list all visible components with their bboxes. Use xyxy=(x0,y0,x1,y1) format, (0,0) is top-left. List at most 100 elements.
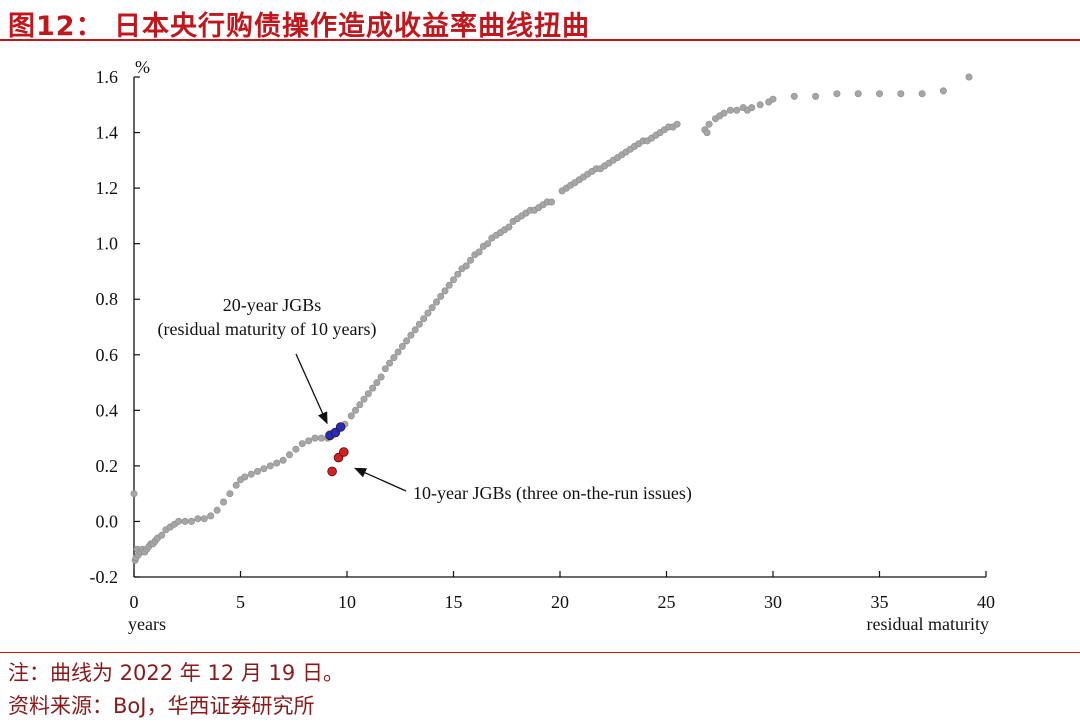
curve-point xyxy=(733,106,741,114)
footer-rule xyxy=(0,652,1080,653)
curve-point xyxy=(812,92,820,100)
y-tick-label: 1.0 xyxy=(96,234,119,254)
curve-series xyxy=(130,73,973,564)
y-tick-label: 0.8 xyxy=(96,289,119,309)
x-axis-label-right: residual maturity xyxy=(867,614,989,634)
curve-point xyxy=(305,437,313,445)
y-tick-label: 0.2 xyxy=(96,456,119,476)
curve-point xyxy=(939,87,947,95)
chart-ticks: -0.2 0.0 0.2 0.4 0.6 0.8 1.0 1.2 1.4 1.6 0 5 10 15 20 2… xyxy=(90,67,996,612)
x-tick-label: 25 xyxy=(658,592,676,612)
curve-point xyxy=(748,104,756,112)
curve-point xyxy=(441,287,449,295)
curve-point xyxy=(769,95,777,103)
curve-point xyxy=(420,315,428,323)
x-axis-label-left: years xyxy=(128,614,166,634)
curve-point xyxy=(437,292,445,300)
curve-point xyxy=(369,384,377,392)
curve-point xyxy=(226,490,234,498)
curve-point xyxy=(411,326,419,334)
y-tick-label: 0.4 xyxy=(96,400,119,420)
curve-point xyxy=(390,354,398,362)
curve-point xyxy=(285,451,293,459)
curve-point xyxy=(158,531,166,539)
y-tick-label: -0.2 xyxy=(90,567,119,587)
curve-point xyxy=(254,467,262,475)
curve-point xyxy=(756,101,764,109)
twenty-year-point xyxy=(335,422,346,432)
curve-point xyxy=(220,498,228,506)
curve-point xyxy=(298,440,306,448)
curve-point xyxy=(407,331,415,339)
figure-title: 图12： 日本央行购债操作造成收益率曲线扭曲 xyxy=(8,11,590,42)
curve-point xyxy=(356,401,364,409)
ten-year-point xyxy=(327,466,337,477)
curve-point xyxy=(462,262,470,270)
y-tick-label: 1.4 xyxy=(96,123,119,143)
y-tick-label: 1.2 xyxy=(96,178,119,198)
curve-point xyxy=(505,223,513,231)
curve-point xyxy=(449,276,457,284)
x-tick-label: 30 xyxy=(764,592,782,612)
curve-point xyxy=(377,373,385,381)
curve-point xyxy=(232,481,240,489)
x-tick-label: 40 xyxy=(977,592,995,612)
curve-point xyxy=(279,456,287,464)
curve-point xyxy=(360,395,368,403)
curve-point xyxy=(373,379,381,387)
curve-point xyxy=(247,470,255,478)
curve-point xyxy=(241,473,249,481)
y-axis-unit-label: % xyxy=(135,57,150,77)
curve-point xyxy=(200,515,208,523)
curve-point xyxy=(213,506,221,514)
chart-annotations: 20-year JGBs (residual maturity of 10 yea… xyxy=(158,295,692,504)
curve-point xyxy=(790,92,798,100)
ten-year-series xyxy=(327,447,349,477)
ten-year-point xyxy=(338,447,349,457)
figure-source: 资料来源：BoJ，华西证券研究所 xyxy=(8,694,315,718)
curve-point xyxy=(424,309,432,317)
curve-point xyxy=(875,90,883,98)
curve-point xyxy=(207,512,215,520)
twenty-year-series xyxy=(325,422,346,441)
curve-point xyxy=(673,120,681,128)
annotation-10y-arrow xyxy=(354,467,407,492)
curve-point xyxy=(454,270,462,278)
curve-point xyxy=(175,517,183,525)
curve-point xyxy=(854,90,862,98)
curve-point xyxy=(292,445,300,453)
annotation-20y-line2: (residual maturity of 10 years) xyxy=(158,319,377,340)
curve-point xyxy=(475,248,483,256)
x-tick-label: 5 xyxy=(236,592,245,612)
y-tick-label: 1.6 xyxy=(96,67,119,87)
y-tick-label: 0.6 xyxy=(96,345,119,365)
curve-point xyxy=(918,90,926,98)
curve-point xyxy=(428,304,436,312)
curve-point xyxy=(547,198,555,206)
annotation-20y-arrow xyxy=(295,353,328,425)
curve-point xyxy=(394,348,402,356)
x-tick-label: 15 xyxy=(445,592,463,612)
curve-point xyxy=(415,320,423,328)
chart-points xyxy=(130,73,973,564)
curve-point xyxy=(194,515,202,523)
curve-point xyxy=(466,256,474,264)
curve-point xyxy=(445,281,453,289)
curve-point xyxy=(386,359,394,367)
x-tick-label: 10 xyxy=(338,592,356,612)
annotation-10y-label: 10-year JGBs (three on-the-run issues) xyxy=(413,483,692,504)
curve-point xyxy=(726,106,734,114)
curve-point xyxy=(897,90,905,98)
chart-axis-labels: % years residual maturity xyxy=(128,57,989,634)
curve-point xyxy=(317,434,325,442)
x-tick-label: 35 xyxy=(871,592,889,612)
curve-point xyxy=(273,459,281,467)
curve-point xyxy=(705,120,713,128)
x-tick-label: 20 xyxy=(551,592,569,612)
curve-point xyxy=(403,337,411,345)
x-tick-label: 0 xyxy=(130,592,139,612)
yield-curve-chart: -0.2 0.0 0.2 0.4 0.6 0.8 1.0 1.2 1.4 1.6 0 5 10 15 20 2… xyxy=(90,57,996,634)
curve-point xyxy=(703,129,711,137)
y-tick-label: 0.0 xyxy=(96,511,119,531)
curve-point xyxy=(965,73,973,81)
